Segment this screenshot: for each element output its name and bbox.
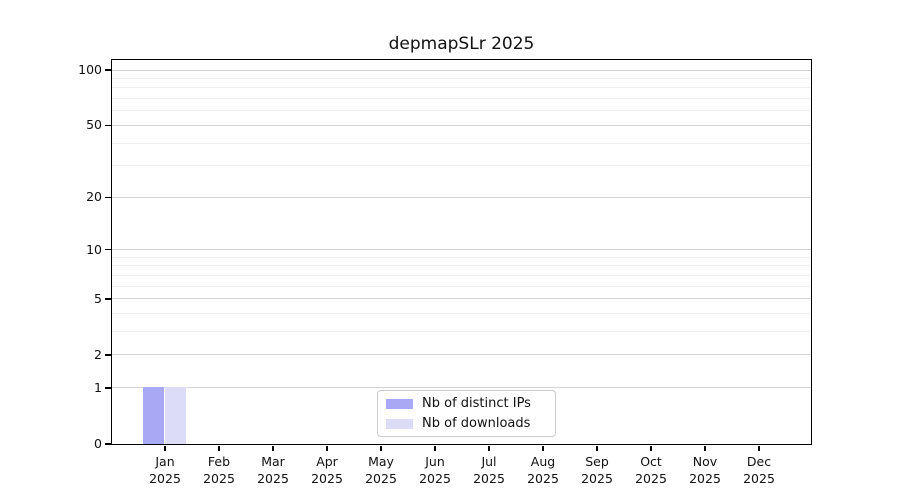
gridline-minor [111,256,811,258]
x-tick-label-year: 2025 [473,471,505,486]
x-tick [380,445,382,451]
x-tick-label-year: 2025 [581,471,613,486]
y-tick [104,69,111,71]
y-tick-label: 20 [86,189,102,205]
y-tick-label: 2 [94,346,102,362]
gridline-minor [111,87,811,89]
x-tick-label-year: 2025 [311,471,343,486]
x-tick-label-month: Nov [692,454,718,469]
legend-swatch [386,418,413,429]
gridline-major [111,124,811,126]
gridline-minor [111,77,811,79]
gridline-minor [111,110,811,112]
gridline-major [111,387,811,389]
x-tick-label: Jul 2025 [461,453,517,487]
x-tick-label-year: 2025 [149,471,181,486]
x-tick-label-month: May [368,454,394,469]
x-tick-label: Jun 2025 [407,453,463,487]
x-tick-label: Jan 2025 [137,453,193,487]
gridline-minor [111,142,811,144]
legend-label: Nb of downloads [422,415,531,431]
chart-title: depmapSLr 2025 [388,34,535,54]
x-tick-label: Oct 2025 [623,453,679,487]
legend-label: Nb of distinct IPs [422,395,531,411]
gridline-major [111,196,811,198]
y-tick-label: 10 [86,241,102,257]
x-tick [272,445,274,451]
x-tick [488,445,490,451]
x-tick [542,445,544,451]
y-tick [104,387,111,389]
x-tick-label-month: Sep [585,454,609,469]
x-tick [434,445,436,451]
x-tick [704,445,706,451]
y-tick [104,196,111,199]
y-tick-label: 50 [86,117,102,133]
x-tick-label-year: 2025 [743,471,775,486]
gridline-minor [111,165,811,167]
x-tick-label-month: Jun [425,454,445,469]
x-tick-label-year: 2025 [689,471,721,486]
gridline-major [111,298,811,300]
bar-nb-of-downloads-jan [164,387,186,444]
x-tick-label-year: 2025 [365,471,397,486]
legend-item: Nb of downloads [386,416,547,432]
gridline-minor [111,98,811,100]
gridline-minor [111,274,811,276]
y-tick [104,124,111,127]
x-tick-label-month: Jul [481,454,497,469]
x-tick-label-year: 2025 [635,471,667,486]
legend-item: Nb of distinct IPs [386,396,547,412]
x-tick-label-month: Dec [746,454,772,469]
y-tick [104,443,111,445]
x-tick-label-month: Aug [530,454,556,469]
x-tick-label-month: Oct [640,454,662,469]
x-tick-label-month: Mar [261,454,285,469]
x-tick [758,445,760,451]
x-tick-label: Dec 2025 [731,453,787,487]
gridline-minor [111,313,811,315]
y-tick [104,354,111,356]
x-tick-label: Nov 2025 [677,453,733,487]
legend: Nb of distinct IPs Nb of downloads [377,390,556,437]
x-tick [164,445,166,451]
x-tick-label-year: 2025 [527,471,559,486]
x-tick-label-year: 2025 [257,471,289,486]
bar-nb-of-distinct-ips-jan [143,387,165,444]
x-tick-label-month: Feb [207,454,231,469]
gridline-major [111,354,811,356]
gridline-major [111,249,811,251]
y-tick-label: 5 [94,290,102,306]
x-tick-label: Mar 2025 [245,453,301,487]
x-tick-label-year: 2025 [203,471,235,486]
x-tick [218,445,220,451]
x-tick [650,445,652,451]
x-tick-label: Sep 2025 [569,453,625,487]
y-tick [104,298,111,300]
x-tick-label-month: Jan [155,454,175,469]
x-tick-label: May 2025 [353,453,409,487]
x-tick-label-month: Apr [316,454,338,469]
y-tick-label: 0 [94,436,102,451]
gridline-major [111,69,811,71]
y-tick-label: 1 [94,379,102,395]
legend-swatch [386,398,413,409]
gridline-minor [111,265,811,267]
gridline-minor [111,331,811,333]
x-tick [596,445,598,451]
y-tick [104,248,111,251]
y-tick-label: 100 [78,62,102,78]
x-tick [326,445,328,451]
x-tick-label: Feb 2025 [191,453,247,487]
x-tick-label: Apr 2025 [299,453,355,487]
x-tick-label-year: 2025 [419,471,451,486]
x-tick-label: Aug 2025 [515,453,571,487]
plot-area [110,58,812,445]
gridline-minor [111,285,811,287]
